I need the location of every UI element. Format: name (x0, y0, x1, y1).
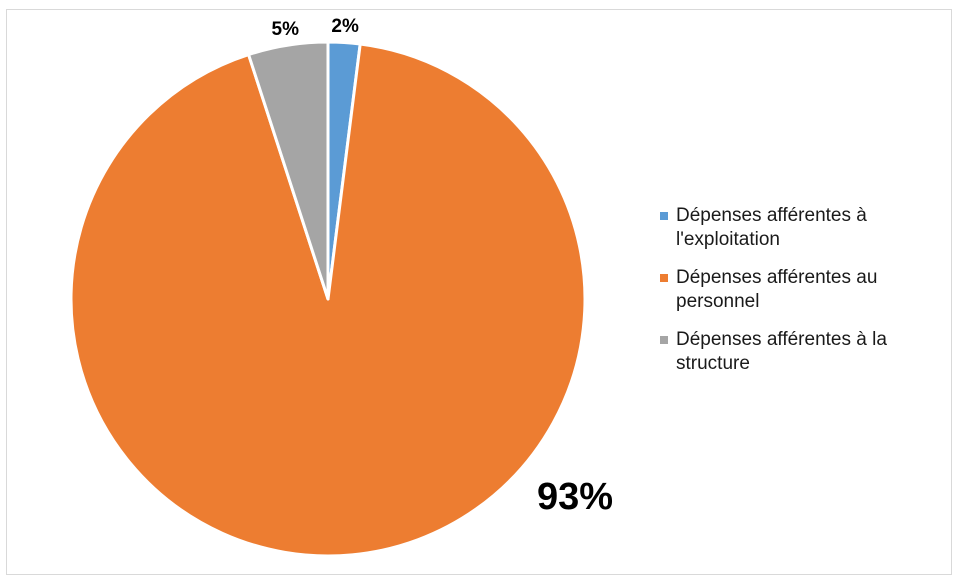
pie-data-label-2: 93% (537, 476, 613, 518)
legend-item-structure: Dépenses afférentes à la structure (660, 328, 950, 376)
legend-item-exploitation: Dépenses afférentes à l'exploitation (660, 204, 950, 252)
legend-swatch-exploitation (660, 212, 668, 220)
legend-label-personnel: Dépenses afférentes au personnel (676, 267, 878, 312)
pie-slices (69, 40, 587, 558)
legend-label-structure: Dépenses afférentes à la structure (676, 329, 887, 374)
pie-data-label-3: 5% (272, 19, 300, 40)
legend-label-exploitation: Dépenses afférentes à l'exploitation (676, 205, 867, 250)
pie-data-label-1: 2% (331, 16, 359, 37)
pie-slice-3 (247, 40, 330, 301)
legend-swatch-personnel (660, 274, 668, 282)
legend-item-personnel: Dépenses afférentes au personnel (660, 266, 950, 314)
pie-data-labels: 2% 93% 5% (272, 16, 613, 518)
legend: Dépenses afférentes à l'exploitation Dép… (660, 204, 950, 390)
legend-swatch-structure (660, 336, 668, 344)
